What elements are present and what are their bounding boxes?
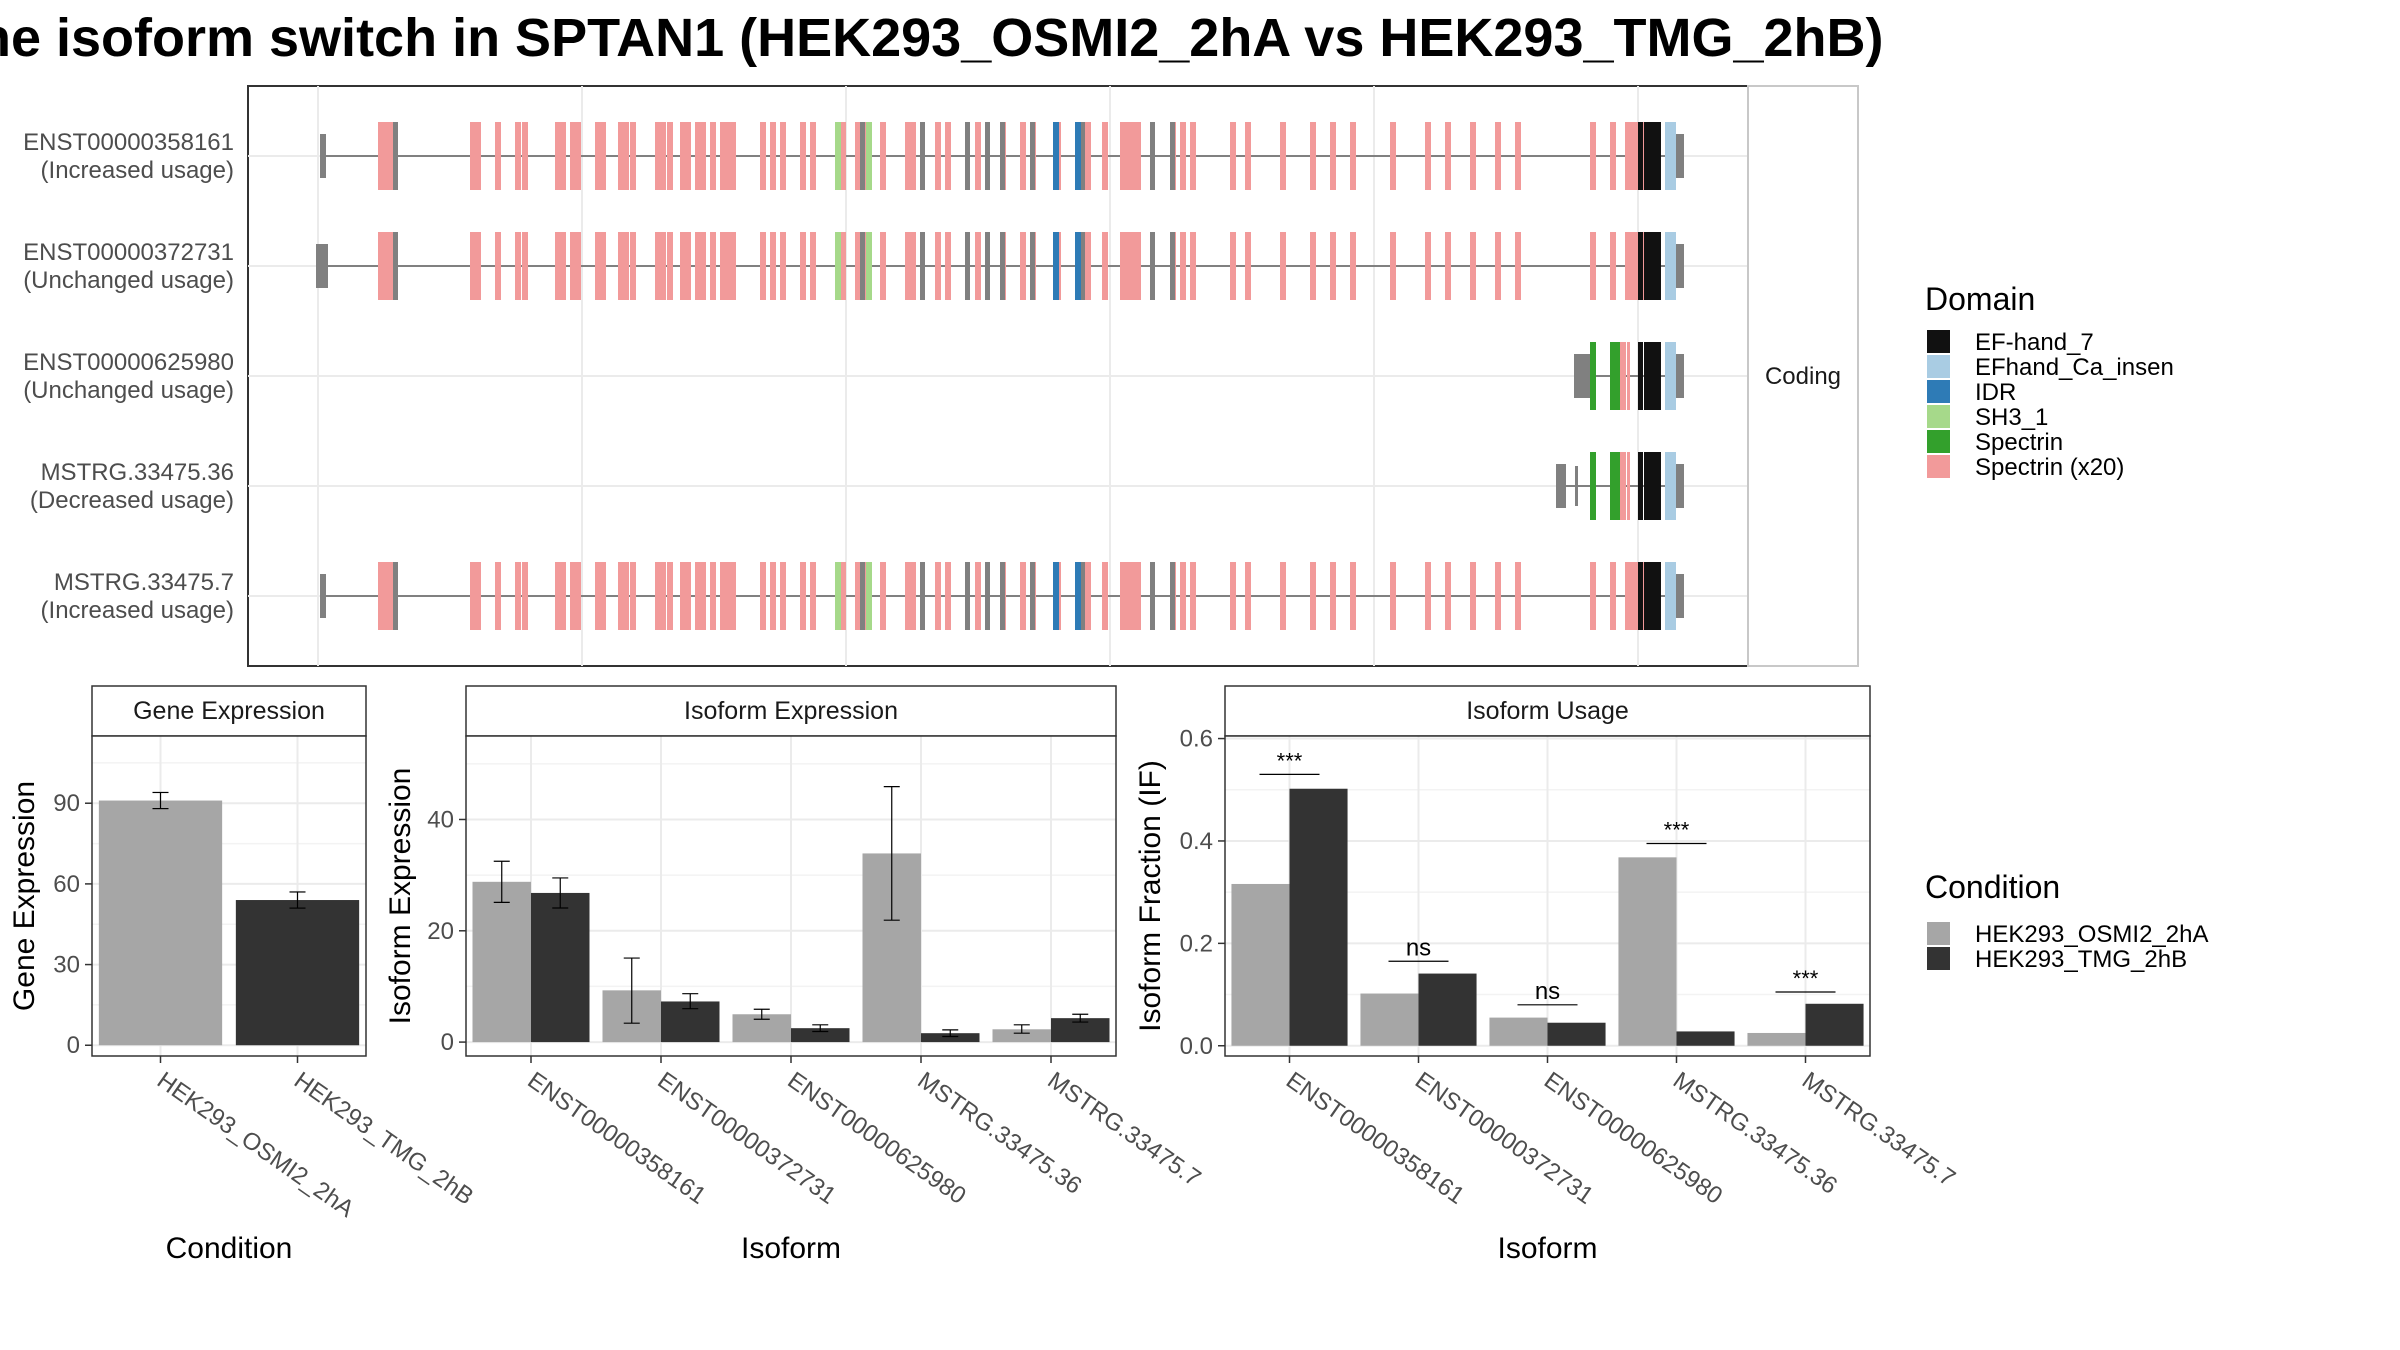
transcript-structure-panel: Coding ENST00000358161(Increased usage)E… <box>23 85 1859 667</box>
bar <box>992 1029 1051 1043</box>
isoform-status-label: (Increased usage) <box>41 597 234 624</box>
chart-title: The isoform switch in SPTAN1 (HEK293_OSM… <box>0 8 1884 68</box>
y-tick-label: 20 <box>427 918 454 945</box>
condition-legend-swatch <box>1927 947 1950 970</box>
isoform-status-label: (Unchanged usage) <box>23 267 234 294</box>
bar <box>531 892 590 1043</box>
domain-legend-swatch <box>1927 330 1950 353</box>
y-tick-label: 90 <box>53 790 80 817</box>
bar <box>1489 1017 1548 1046</box>
panel-title: Gene Expression <box>133 697 325 725</box>
domain-legend-label: SH3_1 <box>1975 404 2048 431</box>
isoform-id-label: ENST00000372731 <box>23 239 234 266</box>
bar <box>1051 1018 1110 1043</box>
domain-legend-swatch <box>1927 380 1950 403</box>
isoform-track <box>1556 452 1684 520</box>
domain-legend-label: EFhand_Ca_insen <box>1975 354 2174 381</box>
structure-tracks <box>316 122 1684 630</box>
bar <box>1289 788 1348 1046</box>
bar <box>472 881 531 1043</box>
isoform-id-label: MSTRG.33475.36 <box>41 459 234 486</box>
panel-strip <box>91 685 367 737</box>
y-tick-label: 0.6 <box>1180 726 1213 753</box>
y-tick-label: 0.0 <box>1180 1033 1213 1060</box>
y-tick-label: 0.2 <box>1180 930 1213 957</box>
panel-strip <box>1224 685 1871 737</box>
isoform-status-label: (Decreased usage) <box>30 487 234 514</box>
y-axis-title: Isoform Expression <box>384 768 417 1025</box>
y-tick-label: 40 <box>427 806 454 833</box>
domain-legend-label: Spectrin <box>1975 429 2063 456</box>
condition-legend-title: Condition <box>1925 869 2060 905</box>
significance-label: *** <box>1793 966 1819 991</box>
isoform-track <box>320 562 1684 630</box>
y-tick-label: 60 <box>53 871 80 898</box>
condition-legend-label: HEK293_TMG_2hB <box>1975 946 2187 973</box>
domain-legend-swatch <box>1927 430 1950 453</box>
bar <box>791 1028 850 1043</box>
significance-label: ns <box>1406 934 1431 961</box>
y-axis-title: Isoform Fraction (IF) <box>1134 760 1167 1032</box>
bar <box>1618 857 1677 1046</box>
y-tick-label: 0.4 <box>1180 828 1213 855</box>
domain-legend-swatch <box>1927 405 1950 428</box>
bar <box>1805 1003 1864 1046</box>
bar <box>1547 1022 1606 1046</box>
domain-legend-swatch <box>1927 355 1950 378</box>
domain-legend: Domain EF-hand_7EFhand_Ca_insenIDRSH3_1S… <box>1925 281 2174 481</box>
plot-border <box>91 735 367 1057</box>
bar <box>921 1033 980 1043</box>
isoform-id-label: MSTRG.33475.7 <box>54 569 234 596</box>
domain-legend-label: IDR <box>1975 379 2016 406</box>
isoform-track <box>320 122 1684 190</box>
panel-title: Isoform Usage <box>1466 697 1629 725</box>
domain-legend-swatch <box>1927 455 1950 478</box>
y-tick-label: 30 <box>53 952 80 979</box>
y-tick-label: 0 <box>441 1029 454 1056</box>
significance-label: *** <box>1664 818 1690 843</box>
domain-legend-label: Spectrin (x20) <box>1975 454 2124 481</box>
x-axis-title: Isoform <box>741 1232 841 1265</box>
isoform-id-label: ENST00000625980 <box>23 349 234 376</box>
panel-strip <box>465 685 1117 737</box>
significance-label: ns <box>1535 978 1560 1005</box>
isoform-status-label: (Unchanged usage) <box>23 377 234 404</box>
panel-title: Isoform Expression <box>684 697 898 725</box>
significance-label: *** <box>1277 748 1303 773</box>
domain-legend-label: EF-hand_7 <box>1975 329 2094 356</box>
bar <box>1747 1032 1806 1046</box>
bar <box>235 900 360 1046</box>
isoform-status-label: (Increased usage) <box>41 157 234 184</box>
bar <box>1418 973 1477 1046</box>
coding-strip <box>1747 85 1859 667</box>
bar <box>98 800 223 1046</box>
bar <box>1360 993 1419 1046</box>
y-tick-label: 0 <box>67 1032 80 1059</box>
x-axis-title: Condition <box>166 1232 293 1265</box>
domain-legend-title: Domain <box>1925 281 2035 317</box>
isoform-usage-chart: Isoform Usage***nsns******0.00.20.40.6EN… <box>1134 685 1960 1265</box>
isoform-expression-chart: Isoform Expression02040ENST00000358161EN… <box>384 685 1206 1265</box>
bar <box>1231 883 1290 1046</box>
coding-strip-label: Coding <box>1765 363 1841 390</box>
isoform-id-label: ENST00000358161 <box>23 129 234 156</box>
x-axis-title: Isoform <box>1497 1232 1597 1265</box>
bar <box>1676 1031 1735 1046</box>
y-axis-title: Gene Expression <box>8 781 41 1011</box>
condition-legend-swatch <box>1927 922 1950 945</box>
isoform-track <box>1574 342 1684 410</box>
isoform-track <box>316 232 1684 300</box>
condition-legend-label: HEK293_OSMI2_2hA <box>1975 921 2208 948</box>
isoform-labels: ENST00000358161(Increased usage)ENST0000… <box>23 129 234 624</box>
